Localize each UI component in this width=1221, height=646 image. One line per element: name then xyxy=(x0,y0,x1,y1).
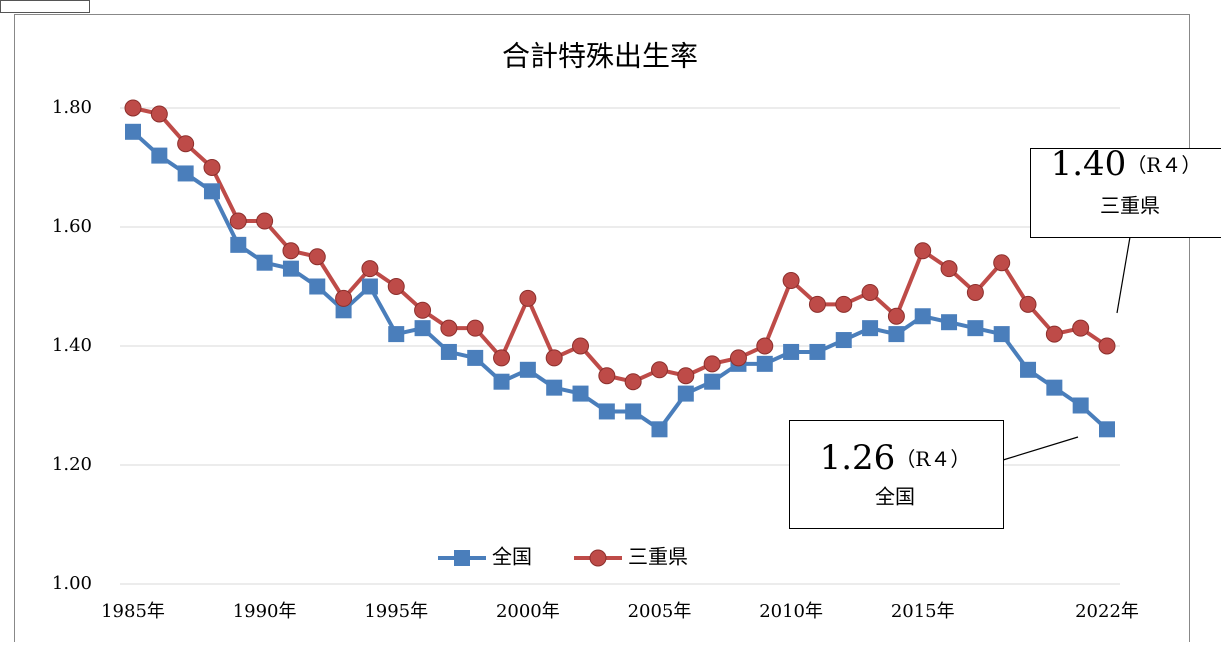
data-point xyxy=(809,344,825,360)
data-point xyxy=(467,320,483,336)
data-point xyxy=(125,100,141,116)
x-tick-label: 2022年 xyxy=(1075,601,1139,622)
data-point xyxy=(230,213,246,229)
x-tick-label: 2015年 xyxy=(891,601,955,622)
data-point xyxy=(388,279,404,295)
data-point xyxy=(757,356,773,372)
data-point xyxy=(704,374,720,390)
chart-frame xyxy=(15,15,1190,643)
data-point xyxy=(415,320,431,336)
data-point xyxy=(309,249,325,265)
data-point xyxy=(967,284,983,300)
data-point xyxy=(178,136,194,152)
data-point xyxy=(257,255,273,271)
x-tick-label: 2005年 xyxy=(628,601,692,622)
y-tick-label: 1.00 xyxy=(52,573,92,594)
data-point xyxy=(1046,326,1062,342)
data-point xyxy=(599,403,615,419)
data-point xyxy=(625,374,641,390)
corner-box xyxy=(1,1,90,13)
data-point xyxy=(388,326,404,342)
y-tick-label: 1.80 xyxy=(52,97,92,118)
data-point xyxy=(283,261,299,277)
data-point xyxy=(204,183,220,199)
data-point xyxy=(1099,338,1115,354)
data-point xyxy=(546,350,562,366)
data-point xyxy=(994,326,1010,342)
legend-marker xyxy=(590,550,606,566)
x-tick-label: 2000年 xyxy=(496,601,560,622)
x-tick-label: 1990年 xyxy=(233,601,297,622)
data-point xyxy=(836,332,852,348)
data-point xyxy=(283,243,299,259)
x-tick-label: 1985年 xyxy=(101,601,165,622)
data-point xyxy=(230,237,246,253)
data-point xyxy=(362,261,378,277)
data-point xyxy=(783,273,799,289)
y-tick-label: 1.20 xyxy=(52,454,92,475)
annotation-label: 全国 xyxy=(875,485,915,509)
data-point xyxy=(941,314,957,330)
data-point xyxy=(1073,320,1089,336)
data-point xyxy=(573,386,589,402)
data-point xyxy=(915,243,931,259)
data-point xyxy=(441,320,457,336)
data-point xyxy=(151,148,167,164)
y-tick-label: 1.40 xyxy=(52,335,92,356)
data-point xyxy=(836,296,852,312)
x-tick-label: 1995年 xyxy=(364,601,428,622)
y-tick-label: 1.60 xyxy=(52,216,92,237)
legend-label: 三重県 xyxy=(628,545,688,569)
data-point xyxy=(257,213,273,229)
data-point xyxy=(599,368,615,384)
data-point xyxy=(546,380,562,396)
data-point xyxy=(467,350,483,366)
data-point xyxy=(678,368,694,384)
data-point xyxy=(151,106,167,122)
data-point xyxy=(1020,296,1036,312)
data-point xyxy=(441,344,457,360)
x-tick-label: 2010年 xyxy=(759,601,823,622)
legend-label: 全国 xyxy=(492,545,532,569)
data-point xyxy=(415,302,431,318)
data-point xyxy=(915,308,931,324)
data-point xyxy=(862,320,878,336)
data-point xyxy=(362,279,378,295)
data-point xyxy=(1020,362,1036,378)
data-point xyxy=(1046,380,1062,396)
data-point xyxy=(520,362,536,378)
data-point xyxy=(730,350,746,366)
data-point xyxy=(625,403,641,419)
data-point xyxy=(888,326,904,342)
data-point xyxy=(336,290,352,306)
data-point xyxy=(309,279,325,295)
data-point xyxy=(1073,398,1089,414)
data-point xyxy=(941,261,957,277)
data-point xyxy=(678,386,694,402)
data-point xyxy=(494,350,510,366)
data-point xyxy=(651,421,667,437)
data-point xyxy=(783,344,799,360)
data-point xyxy=(573,338,589,354)
chart-title: 合計特殊出生率 xyxy=(502,40,698,73)
data-point xyxy=(888,308,904,324)
data-point xyxy=(994,255,1010,271)
data-point xyxy=(1099,421,1115,437)
data-point xyxy=(967,320,983,336)
data-point xyxy=(757,338,773,354)
data-point xyxy=(494,374,510,390)
annotation-label: 三重県 xyxy=(1100,194,1160,218)
data-point xyxy=(704,356,720,372)
data-point xyxy=(178,165,194,181)
data-point xyxy=(520,290,536,306)
legend-marker xyxy=(454,550,470,566)
data-point xyxy=(204,160,220,176)
data-point xyxy=(125,124,141,140)
data-point xyxy=(809,296,825,312)
data-point xyxy=(862,284,878,300)
data-point xyxy=(651,362,667,378)
